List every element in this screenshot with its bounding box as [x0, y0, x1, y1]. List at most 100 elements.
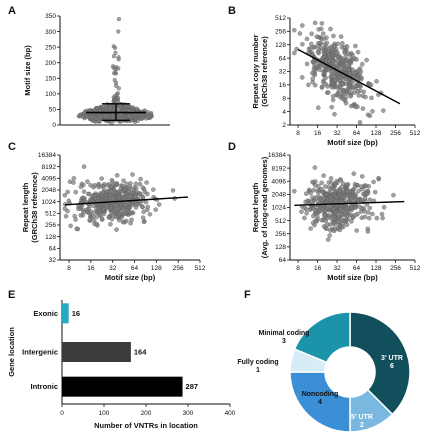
- y-tick-label: 32: [279, 69, 287, 76]
- y-tick-label: 350: [45, 13, 56, 20]
- data-point: [323, 184, 328, 189]
- data-point: [292, 50, 297, 56]
- data-point: [151, 187, 156, 192]
- x-tick-label: 8: [296, 130, 300, 137]
- y-tick-label: 256: [45, 222, 56, 229]
- y-tick-label: 4: [282, 109, 286, 116]
- x-axis-title: Motif size (bp): [327, 138, 378, 147]
- data-point: [309, 31, 314, 37]
- x-tick-label: 256: [173, 265, 184, 272]
- data-point: [365, 226, 370, 232]
- data-point: [122, 211, 127, 217]
- data-point: [127, 184, 133, 189]
- data-point: [329, 84, 335, 90]
- data-point: [338, 177, 344, 183]
- data-point: [308, 46, 313, 51]
- category-label: Intergenic: [22, 348, 58, 357]
- data-point: [88, 197, 93, 202]
- data-point: [310, 220, 316, 226]
- data-point: [140, 195, 146, 200]
- bar-exonic: [62, 303, 69, 324]
- data-point: [313, 208, 318, 213]
- data-point: [63, 214, 69, 219]
- data-point: [357, 83, 363, 88]
- data-point: [353, 196, 358, 201]
- data-point: [353, 205, 358, 210]
- y-tick-label: 64: [279, 257, 287, 264]
- data-point: [335, 219, 341, 225]
- data-point: [110, 196, 116, 201]
- data-point: [300, 75, 305, 80]
- data-point: [115, 92, 120, 97]
- data-point: [123, 187, 129, 192]
- data-point: [112, 45, 118, 50]
- data-point: [362, 196, 368, 201]
- data-point: [144, 180, 149, 185]
- data-point: [302, 215, 307, 221]
- data-point: [72, 213, 77, 219]
- data-point: [339, 57, 345, 63]
- data-point: [321, 173, 326, 178]
- data-point: [143, 199, 149, 205]
- data-point: [321, 213, 327, 218]
- x-tick-label: 0: [60, 410, 64, 417]
- data-point: [101, 206, 106, 212]
- data-point: [360, 106, 366, 111]
- data-point: [292, 27, 297, 33]
- data-point: [335, 41, 341, 47]
- slice-value: 2: [360, 422, 364, 429]
- data-point: [300, 41, 305, 47]
- data-point: [334, 195, 339, 201]
- data-point: [341, 218, 346, 224]
- y-axis-title: Repeat length: [21, 182, 30, 232]
- data-point: [137, 181, 143, 187]
- data-point: [96, 206, 101, 211]
- data-point: [78, 184, 84, 190]
- data-point: [364, 57, 369, 63]
- y-tick-label: 16384: [268, 152, 286, 159]
- data-point: [321, 195, 327, 201]
- data-point: [329, 75, 334, 80]
- panel-letter-a: A: [8, 5, 16, 17]
- x-tick-label: 512: [195, 265, 206, 272]
- data-point: [149, 111, 154, 116]
- y-tick-label: 300: [45, 29, 56, 36]
- data-point: [113, 50, 118, 55]
- data-point: [311, 213, 316, 219]
- data-point: [71, 176, 77, 181]
- data-point: [364, 191, 369, 197]
- data-point: [80, 114, 85, 119]
- data-point: [306, 82, 311, 88]
- x-tick-label: 400: [225, 410, 236, 417]
- slice-label: 3' UTR: [381, 355, 403, 362]
- y-axis-title: (GRCh38 reference): [260, 36, 269, 107]
- data-point: [324, 40, 330, 46]
- data-point: [354, 228, 359, 233]
- data-point: [116, 17, 122, 22]
- data-point: [324, 226, 329, 231]
- points: [292, 20, 386, 125]
- data-point: [308, 226, 313, 231]
- data-point: [330, 47, 335, 52]
- data-point: [310, 195, 315, 200]
- data-point: [353, 83, 359, 88]
- data-point: [359, 184, 364, 189]
- data-point: [363, 94, 368, 100]
- value-label: 164: [134, 348, 147, 357]
- data-point: [367, 205, 372, 211]
- x-tick-label: 200: [141, 410, 152, 417]
- data-point: [126, 205, 131, 210]
- data-point: [339, 184, 344, 190]
- x-tick-label: 16: [314, 265, 322, 272]
- y-tick-label: 512: [45, 211, 56, 218]
- data-point: [89, 115, 94, 120]
- y-tick-label: 4096: [272, 178, 287, 185]
- category-label: Exonic: [33, 309, 58, 318]
- slice-label: Minimal coding: [259, 330, 310, 337]
- panel-letter-f: F: [244, 289, 251, 301]
- data-point: [332, 111, 337, 117]
- data-point: [111, 54, 116, 59]
- data-point: [170, 188, 176, 193]
- data-point: [78, 203, 84, 209]
